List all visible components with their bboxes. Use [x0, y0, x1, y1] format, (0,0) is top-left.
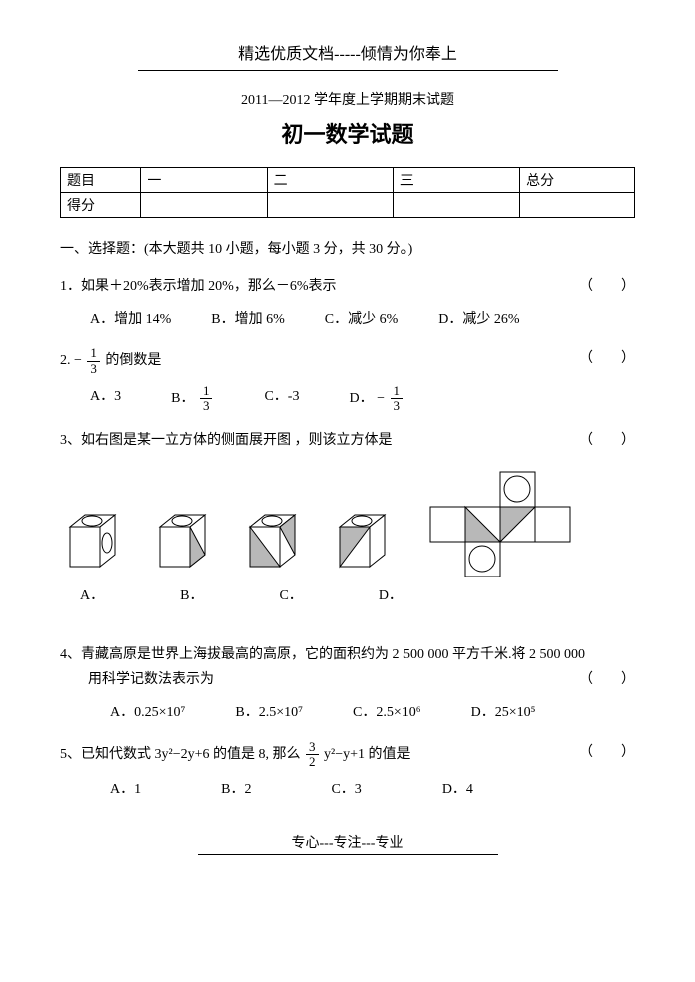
q1-options: A．增加 14% B．增加 6% C．减少 6% D．减少 26%	[90, 307, 635, 332]
q2-opt-c: C．-3	[264, 384, 299, 414]
q4-opt-d: D．25×10⁵	[471, 700, 536, 725]
header-banner: 精选优质文档-----倾情为你奉上	[60, 40, 635, 64]
q4-options: A．0.25×10⁷ B．2.5×10⁷ C．2.5×10⁶ D．25×10⁵	[110, 700, 635, 725]
q3-labels: A． B． C． D．	[80, 583, 635, 608]
q2-opt-b-frac: 1 3	[200, 384, 213, 414]
q2-options: A．3 B． 1 3 C．-3 D． − 1 3	[90, 384, 635, 414]
q5-opt-c: C．3	[331, 777, 361, 802]
table-row: 得分	[61, 193, 635, 218]
q1-opt-b: B．增加 6%	[211, 307, 285, 332]
q5-paren: （ ）	[579, 740, 635, 765]
row2-label: 得分	[61, 193, 141, 218]
cell	[520, 193, 635, 218]
page-title: 初一数学试题	[60, 117, 635, 149]
q3-figures	[60, 467, 635, 577]
frac-den: 3	[391, 399, 404, 413]
question-5: 5、已知代数式 3y²−2y+6 的值是 8, 那么 3 2 y²−y+1 的值…	[60, 740, 635, 803]
q2-opt-d-frac: 1 3	[391, 384, 404, 414]
cube-c-icon	[240, 507, 310, 577]
q4-opt-a: A．0.25×10⁷	[110, 700, 185, 725]
frac-num: 3	[306, 740, 319, 755]
q3-text: 3、如右图是某一立方体的侧面展开图 ，则该立方体是	[60, 433, 393, 448]
q2-den: 3	[87, 362, 100, 376]
q2-frac: 1 3	[87, 346, 100, 376]
q4-line2: 用科学记数法表示为	[88, 672, 214, 687]
q2-opt-a: A．3	[90, 384, 121, 414]
q1-paren: （ ）	[579, 274, 635, 299]
q2-opt-d: D． − 1 3	[349, 384, 405, 414]
header-rule	[138, 70, 558, 71]
frac-den: 3	[200, 399, 213, 413]
q5-opt-d: D．4	[442, 777, 473, 802]
q4-paren: （ ）	[579, 667, 635, 692]
frac-num: 1	[391, 384, 404, 399]
question-4: 4、青藏高原是世界上海拔最高的高原，它的面积约为 2 500 000 平方千米.…	[60, 642, 635, 726]
question-1: 1．如果＋20%表示增加 20%，那么－6%表示 （ ） A．增加 14% B．…	[60, 274, 635, 332]
q3-paren: （ ）	[579, 428, 635, 453]
q5-suffix: y²−y+1 的值是	[324, 747, 411, 762]
cube-d-icon	[330, 507, 400, 577]
th-1: 一	[141, 168, 267, 193]
q3-label-a: A．	[80, 583, 104, 608]
section-1-heading: 一、选择题：(本大题共 10 小题，每小题 3 分，共 30 分。)	[60, 238, 635, 258]
frac-num: 1	[200, 384, 213, 399]
q4-opt-b: B．2.5×10⁷	[235, 700, 303, 725]
cube-net-icon	[420, 467, 580, 577]
cube-b-icon	[150, 507, 220, 577]
q2-paren: （ ）	[579, 346, 635, 371]
q2-num: 1	[87, 346, 100, 361]
frac-den: 2	[306, 755, 319, 769]
q1-opt-a: A．增加 14%	[90, 307, 171, 332]
q5-options: A．1 B．2 C．3 D．4	[110, 777, 635, 802]
cell	[267, 193, 393, 218]
score-table: 题目 一 二 三 总分 得分	[60, 167, 635, 218]
q3-label-c: C．	[279, 583, 302, 608]
q1-opt-d: D．减少 26%	[438, 307, 519, 332]
q2-opt-d-label: D．	[349, 391, 373, 406]
q3-label-b: B．	[180, 583, 203, 608]
subtitle: 2011—2012 学年度上学期期末试题	[60, 89, 635, 109]
cube-a-icon	[60, 507, 130, 577]
q2-prefix: 2.	[60, 353, 71, 368]
cell	[141, 193, 267, 218]
footer-rule	[198, 854, 498, 855]
q5-prefix: 5、已知代数式 3y²−2y+6 的值是 8, 那么	[60, 747, 301, 762]
th-3: 三	[393, 168, 519, 193]
q5-opt-a: A．1	[110, 777, 141, 802]
table-row: 题目 一 二 三 总分	[61, 168, 635, 193]
th-4: 总分	[520, 168, 635, 193]
q4-opt-c: C．2.5×10⁶	[353, 700, 421, 725]
q2-neg: −	[74, 354, 82, 369]
th-2: 二	[267, 168, 393, 193]
question-2: 2. − 1 3 的倒数是 （ ） A．3 B． 1 3 C．-3 D． − 1	[60, 346, 635, 413]
q1-text: 1．如果＋20%表示增加 20%，那么－6%表示	[60, 279, 337, 294]
q2-opt-b: B． 1 3	[171, 384, 214, 414]
cell	[393, 193, 519, 218]
q2-opt-b-label: B．	[171, 391, 194, 406]
th-0: 题目	[61, 168, 141, 193]
q1-opt-c: C．减少 6%	[325, 307, 399, 332]
q5-frac: 3 2	[306, 740, 319, 770]
question-3: 3、如右图是某一立方体的侧面展开图 ，则该立方体是 （ ）	[60, 428, 635, 608]
q5-opt-b: B．2	[221, 777, 251, 802]
footer-text: 专心---专注---专业	[60, 832, 635, 852]
q3-label-d: D．	[379, 583, 403, 608]
q4-line1: 4、青藏高原是世界上海拔最高的高原，它的面积约为 2 500 000 平方千米.…	[60, 642, 635, 667]
q2-suffix: 的倒数是	[105, 353, 161, 368]
q2-opt-d-neg: −	[377, 391, 385, 406]
